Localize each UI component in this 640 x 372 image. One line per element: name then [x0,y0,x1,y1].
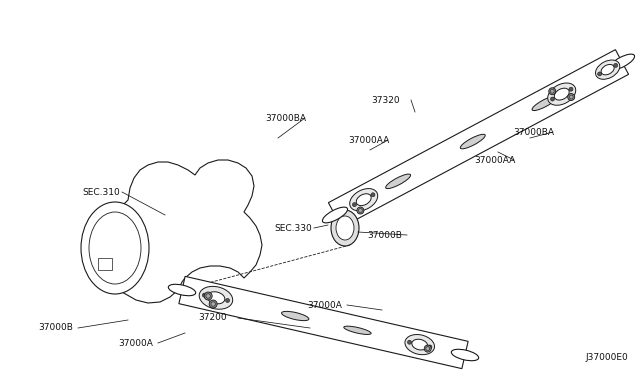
Circle shape [568,93,575,100]
Circle shape [358,209,362,212]
Text: 37000BA: 37000BA [265,113,306,122]
Circle shape [550,89,554,93]
Ellipse shape [412,339,428,350]
Circle shape [202,293,206,297]
Ellipse shape [81,202,149,294]
Ellipse shape [323,207,348,223]
Text: J37000E0: J37000E0 [585,353,628,362]
Circle shape [353,203,356,206]
Ellipse shape [554,88,569,100]
Ellipse shape [349,189,378,211]
Text: 37000A: 37000A [307,301,342,310]
Text: 37000BA: 37000BA [513,128,554,137]
Text: SEC.310: SEC.310 [82,187,120,196]
Ellipse shape [207,292,225,304]
Ellipse shape [331,210,359,246]
Ellipse shape [532,96,557,110]
Ellipse shape [548,83,576,105]
Circle shape [204,292,212,300]
Ellipse shape [405,334,435,355]
Polygon shape [328,49,628,227]
Circle shape [209,300,217,308]
Circle shape [206,294,211,298]
Ellipse shape [595,60,620,79]
Circle shape [357,207,364,214]
Text: 37000AA: 37000AA [348,135,389,144]
Ellipse shape [609,54,635,70]
Circle shape [426,347,429,350]
Polygon shape [98,258,112,270]
Ellipse shape [601,64,614,75]
Ellipse shape [336,216,354,240]
Circle shape [424,345,431,352]
Ellipse shape [168,284,196,296]
Ellipse shape [89,212,141,284]
Ellipse shape [460,134,485,149]
Circle shape [550,97,554,101]
Ellipse shape [199,286,233,309]
Circle shape [569,95,573,99]
Ellipse shape [386,174,411,189]
Text: 37320: 37320 [371,96,399,105]
Polygon shape [104,160,262,303]
Circle shape [569,87,573,91]
Text: 37000B: 37000B [38,324,73,333]
Circle shape [225,298,230,302]
Ellipse shape [356,194,371,206]
Ellipse shape [282,311,309,321]
Circle shape [614,63,618,67]
Text: SEC.330: SEC.330 [274,224,312,232]
Text: 37000B: 37000B [367,231,402,240]
Circle shape [211,302,216,306]
Circle shape [548,88,556,95]
Ellipse shape [344,326,371,334]
Circle shape [428,345,432,349]
Circle shape [598,72,602,76]
Ellipse shape [451,349,479,361]
Circle shape [371,193,375,197]
Text: 37200: 37200 [198,314,227,323]
Text: 37000A: 37000A [118,339,153,347]
Circle shape [408,340,412,344]
Text: 37000AA: 37000AA [474,155,515,164]
Polygon shape [179,276,468,369]
